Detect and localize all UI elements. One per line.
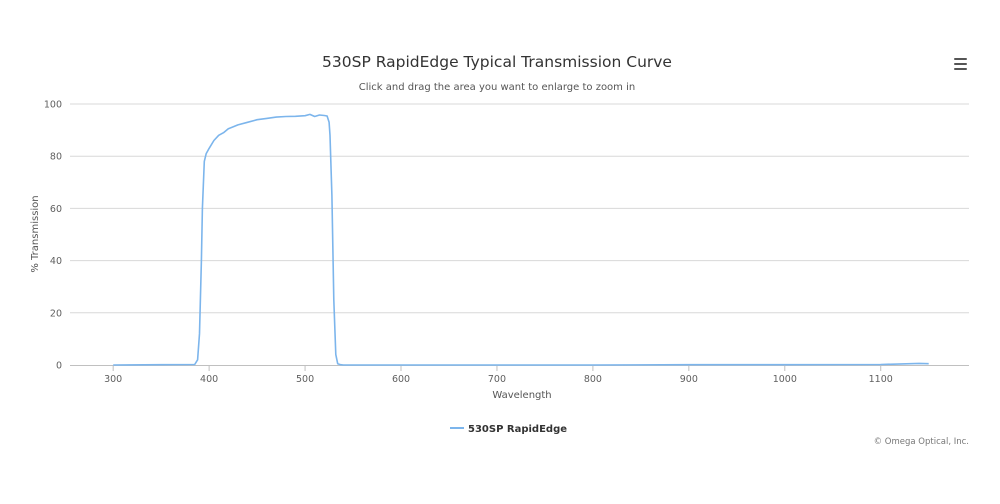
x-tick-label: 900 [680, 374, 698, 385]
y-tick-label: 20 [50, 308, 62, 319]
x-tick-label: 1100 [869, 374, 893, 385]
grid-lines [70, 103, 969, 314]
axes: 0 20 40 60 80 100 300 400 500 600 700 800 900 1000 110… [44, 100, 969, 385]
x-tick-label: 700 [488, 374, 506, 385]
y-tick-label: 80 [50, 152, 62, 163]
credits-text[interactable]: © Omega Optical, Inc. [874, 437, 969, 447]
chart-title: 530SP RapidEdge Typical Transmission Cur… [322, 53, 672, 71]
y-tick-label: 100 [44, 100, 62, 111]
x-axis-label: Wavelength [492, 390, 551, 401]
x-tick-label: 600 [392, 374, 410, 385]
x-tick-label: 500 [296, 374, 314, 385]
legend-item-label[interactable]: 530SP RapidEdge [468, 424, 567, 435]
legend[interactable]: 530SP RapidEdge [450, 424, 567, 435]
x-tick-label: 1000 [773, 374, 797, 385]
y-tick-label: 40 [50, 256, 62, 267]
chart-subtitle: Click and drag the area you want to enla… [359, 82, 635, 93]
y-axis-label: % Transmission [30, 195, 41, 272]
series-line-530sp-rapidedge[interactable] [113, 113, 929, 366]
x-tick-label: 800 [584, 374, 602, 385]
hamburger-menu-icon[interactable] [948, 54, 972, 74]
y-tick-label: 0 [56, 361, 62, 372]
series-layer [113, 113, 929, 366]
x-tick-label: 400 [200, 374, 218, 385]
x-tick-label: 300 [104, 374, 122, 385]
y-tick-label: 60 [50, 204, 62, 215]
